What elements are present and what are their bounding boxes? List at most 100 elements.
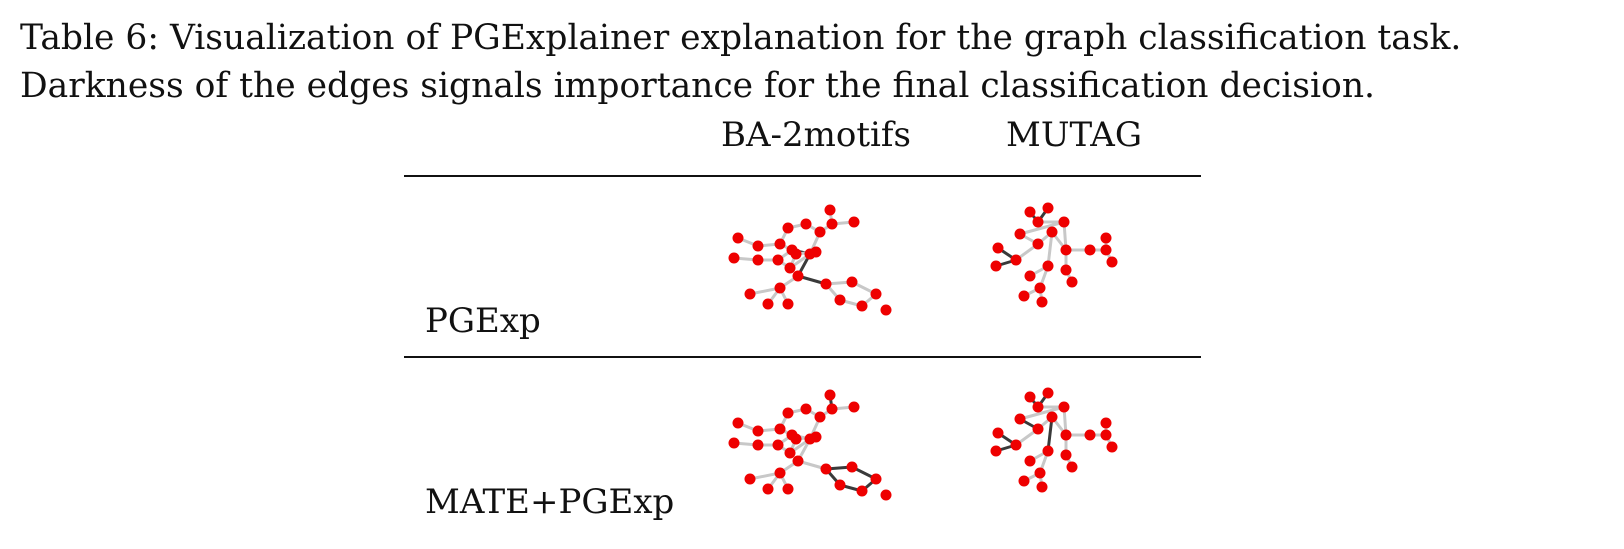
graph-node: [1046, 411, 1058, 423]
graph-node: [782, 483, 794, 495]
table-mid-rule: [404, 356, 1201, 358]
important-edge: [1046, 415, 1054, 453]
graph-node: [772, 439, 784, 451]
graph-node: [1042, 387, 1054, 399]
graph-mutag-pgexp: [990, 202, 1118, 308]
graph-node: [1058, 216, 1070, 228]
table-caption: Table 6: Visualization of PGExplainer ex…: [20, 18, 1462, 106]
graph-edge: [1046, 230, 1054, 268]
graph-node: [1010, 439, 1022, 451]
graph-ba2motifs-mate-pgexp: [728, 389, 892, 501]
graph-node: [1046, 226, 1058, 238]
graph-node: [728, 252, 740, 264]
graph-node: [772, 254, 784, 266]
graph-node: [782, 222, 794, 234]
graph-node: [1034, 467, 1046, 479]
table-top-rule: [404, 175, 1201, 177]
graph-node: [1066, 276, 1078, 288]
graph-node: [732, 232, 744, 244]
graph-node: [1066, 461, 1078, 473]
column-header-mutag: MUTAG: [1006, 115, 1142, 155]
graph-node: [782, 407, 794, 419]
graph-node: [1060, 449, 1072, 461]
graph-node: [784, 447, 796, 459]
graph-edge: [1018, 220, 1066, 236]
graph-node: [752, 425, 764, 437]
graph-node: [784, 262, 796, 274]
graph-node: [800, 218, 812, 230]
graph-node: [848, 216, 860, 228]
graph-node: [1042, 260, 1054, 272]
graph-node: [814, 411, 826, 423]
graph-node: [762, 483, 774, 495]
graph-node: [1024, 270, 1036, 282]
graph-node: [1100, 232, 1112, 244]
column-header-ba-2motifs: BA-2motifs: [721, 115, 911, 155]
graph-node: [880, 489, 892, 501]
row-label-mate-pgexp: MATE+PGExp: [425, 482, 675, 522]
graph-node: [826, 218, 838, 230]
graph-node: [752, 439, 764, 451]
graph-node: [856, 300, 868, 312]
graph-node: [1100, 417, 1112, 429]
graph-node: [1018, 290, 1030, 302]
graph-node: [790, 433, 802, 445]
graph-node: [744, 288, 756, 300]
graph-node: [870, 473, 882, 485]
graph-node: [774, 423, 786, 435]
graph-node: [1060, 244, 1072, 256]
graph-edge: [1018, 405, 1066, 421]
graph-node: [848, 401, 860, 413]
graph-node: [814, 226, 826, 238]
graph-node: [1010, 254, 1022, 266]
graph-node: [1034, 282, 1046, 294]
graph-node: [820, 278, 832, 290]
graph-node: [826, 403, 838, 415]
graph-node: [1032, 401, 1044, 413]
graph-node: [820, 463, 832, 475]
graph-node: [810, 246, 822, 258]
graph-node: [856, 485, 868, 497]
graph-node: [1014, 413, 1026, 425]
graph-node: [992, 242, 1004, 254]
graph-node: [1018, 475, 1030, 487]
graph-node: [992, 427, 1004, 439]
graph-node: [1032, 423, 1044, 435]
graph-node: [990, 445, 1002, 457]
graph-node: [1024, 391, 1036, 403]
graph-node: [1106, 441, 1118, 453]
graph-node: [792, 270, 804, 282]
graph-node: [834, 479, 846, 491]
graph-node: [846, 276, 858, 288]
graph-ba2motifs-pgexp: [728, 204, 892, 316]
graph-node: [762, 298, 774, 310]
graph-node: [1024, 206, 1036, 218]
graph-node: [1014, 228, 1026, 240]
graph-node: [774, 282, 786, 294]
graph-node: [752, 240, 764, 252]
graph-node: [1084, 244, 1096, 256]
graph-node: [732, 417, 744, 429]
graph-node: [782, 298, 794, 310]
graph-node: [846, 461, 858, 473]
graph-node: [744, 473, 756, 485]
graph-node: [824, 389, 836, 401]
graph-node: [752, 254, 764, 266]
graph-node: [790, 248, 802, 260]
graph-node: [774, 238, 786, 250]
graph-node: [800, 403, 812, 415]
graph-node: [1032, 238, 1044, 250]
graph-node: [1024, 455, 1036, 467]
graph-node: [1084, 429, 1096, 441]
graph-node: [1036, 481, 1048, 493]
graph-node: [810, 431, 822, 443]
graph-node: [824, 204, 836, 216]
graph-node: [880, 304, 892, 316]
graph-node: [1100, 429, 1112, 441]
graph-node: [792, 455, 804, 467]
graph-node: [1058, 401, 1070, 413]
row-label-pgexp: PGExp: [425, 301, 541, 341]
graph-node: [1042, 445, 1054, 457]
graph-node: [728, 437, 740, 449]
graph-node: [1060, 429, 1072, 441]
